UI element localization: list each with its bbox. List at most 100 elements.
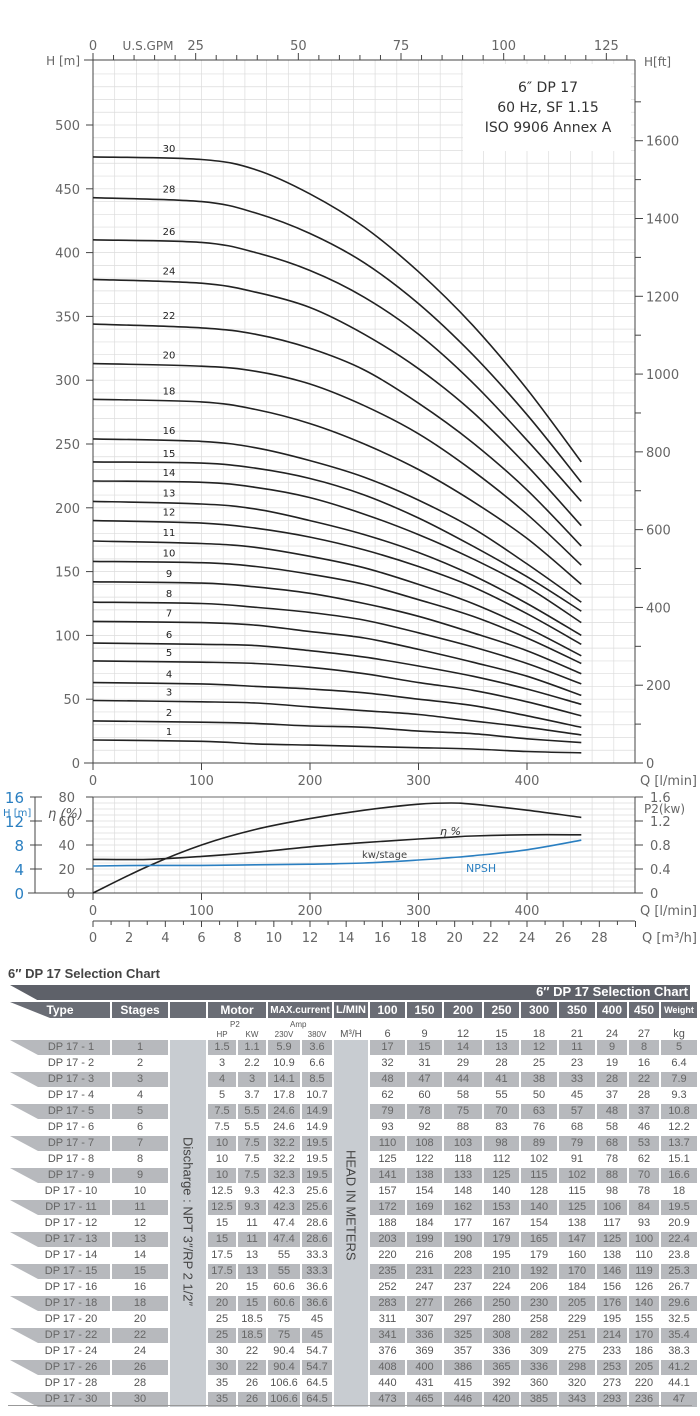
cell-head: 48 (370, 1072, 405, 1087)
cell-amp-230v: 60.6 (268, 1296, 300, 1311)
cell-hp: 12.5 (208, 1200, 236, 1215)
cell-stages: 6 (136, 1121, 144, 1133)
cell-type: DP 17 - 8 (47, 1153, 95, 1165)
head-curve-stage-14 (92, 480, 582, 624)
cell-head: 68 (570, 1121, 584, 1133)
cell-head: 369 (415, 1345, 434, 1357)
cell-head: 415 (453, 1377, 473, 1389)
cell-head: 237 (453, 1281, 473, 1293)
m3h-tick-label: 4 (161, 931, 169, 946)
cell-type: DP 17 - 28 (44, 1377, 98, 1389)
cell-kw: 11 (238, 1232, 266, 1247)
cell-kw: 9.3 (244, 1185, 260, 1197)
cell-head: 122 (415, 1153, 434, 1165)
cell-weight: 9.3 (671, 1089, 687, 1101)
cell-amp-380v: 33.3 (302, 1264, 332, 1279)
cell-head: 55 (495, 1089, 508, 1101)
cell-head: 98 (605, 1185, 619, 1197)
subheader-380v: 380V (307, 1030, 327, 1039)
cell-amp-230v: 32.2 (273, 1153, 295, 1165)
cell-amp-380v: 54.7 (306, 1345, 328, 1357)
subheader-230v: Amp 230V (274, 1020, 307, 1039)
table-row: DP 17 - 9 9 10 7.5 32.3 19.5 141 138 133 125 115 10… (10, 1168, 697, 1183)
cell-amp-380v: 36.6 (302, 1296, 332, 1311)
cell-head: 125 (484, 1168, 519, 1183)
m3h-tick-label: 18 (410, 931, 427, 946)
cell-head: 16 (637, 1057, 651, 1069)
cell-weight: 32.5 (668, 1313, 690, 1325)
cell-head: 79 (370, 1104, 405, 1119)
cell-head: 205 (559, 1296, 595, 1311)
cell-amp-230v: 14.1 (268, 1072, 300, 1087)
cell-head: 266 (444, 1296, 482, 1311)
cell-head: 58 (456, 1089, 470, 1101)
table-row: DP 17 - 18 18 20 15 60.6 36.6 283 277 266 250 230 2… (10, 1296, 697, 1311)
stage-label: 6 (166, 630, 172, 641)
cell-head: 169 (407, 1200, 442, 1215)
cell-stages: 24 (133, 1345, 147, 1357)
cell-amp-380v: 19.5 (302, 1168, 332, 1183)
selection-chart-title: 6″ DP 17 Selection Chart (8, 966, 160, 981)
cell-stages: 16 (133, 1281, 147, 1293)
subheader-m3h: M³/H (340, 1029, 362, 1040)
cell-head: 431 (415, 1377, 434, 1389)
cell-amp-380v: 45 (302, 1328, 332, 1343)
m3h-tick-label: 16 (374, 931, 391, 946)
cell-head: 141 (370, 1168, 405, 1183)
cell-amp-230v: 90.4 (268, 1360, 300, 1375)
cell-type: DP 17 - 5 (10, 1104, 110, 1119)
x-tick-label: 100 (189, 774, 214, 789)
cell-head: 170 (559, 1264, 595, 1279)
npsh-tick-label: 16 (5, 789, 24, 807)
cell-weight: 13.7 (661, 1136, 697, 1151)
cell-head: 176 (597, 1296, 627, 1311)
head-curve-stage-26 (92, 239, 582, 502)
cell-head: 277 (407, 1296, 442, 1311)
cell-stages: 3 (112, 1072, 168, 1087)
header-flow-350: 350 (559, 1002, 595, 1018)
stage-label: 7 (166, 608, 172, 619)
x-top-tick-label: 50 (290, 39, 307, 54)
cell-weight: 41.2 (661, 1360, 697, 1375)
stage-label: 26 (163, 227, 176, 238)
cell-head: 100 (629, 1232, 659, 1247)
cell-head: 229 (567, 1313, 587, 1325)
x-tick-label: 0 (89, 904, 97, 919)
cell-head: 11 (559, 1040, 595, 1055)
head-curve-stage-18 (92, 398, 582, 586)
cell-hp: 10 (215, 1153, 229, 1165)
x-top-tick-label: 0 (89, 39, 97, 54)
cell-head: 38 (521, 1072, 557, 1087)
cell-weight: 16.6 (661, 1168, 697, 1183)
cell-weight: 25.3 (661, 1264, 697, 1279)
subheader-kg: kg (673, 1028, 685, 1040)
cell-hp: 25 (208, 1328, 236, 1343)
cell-head: 115 (521, 1168, 557, 1183)
cell-head: 29 (456, 1057, 470, 1069)
header-row: Type Stages Motor MAX.current L/MIN 100 … (10, 1002, 697, 1018)
header-flow-450: 450 (629, 1002, 659, 1018)
x-top-tick-label: 25 (187, 39, 204, 54)
y-tick-label: 150 (55, 566, 80, 581)
cell-head: 188 (378, 1217, 397, 1229)
cell-weight: 29.6 (661, 1296, 697, 1311)
y-tick-label: 500 (55, 119, 80, 134)
cell-head: 360 (529, 1377, 549, 1389)
cell-head: 236 (629, 1392, 659, 1407)
cell-weight: 38.3 (668, 1345, 690, 1357)
cell-head: 220 (378, 1249, 397, 1261)
cell-head: 400 (407, 1360, 442, 1375)
cell-head: 252 (378, 1281, 397, 1293)
cell-amp-230v: 32.3 (268, 1168, 300, 1183)
cell-head: 250 (484, 1296, 519, 1311)
subheader-p2: P2 (230, 1020, 240, 1029)
cell-hp: 30 (208, 1360, 236, 1375)
cell-head: 63 (521, 1104, 557, 1119)
m3h-tick-label: 24 (519, 931, 536, 946)
cell-weight: 12.2 (668, 1121, 690, 1133)
cell-type: DP 17 - 6 (47, 1121, 95, 1133)
cell-head: 125 (597, 1232, 627, 1247)
cell-amp-380v: 14.9 (306, 1121, 328, 1133)
discharge-label: Discharge : NPT 3″/RP 2 1/2″ (170, 1040, 206, 1407)
cell-head: 19 (605, 1057, 619, 1069)
